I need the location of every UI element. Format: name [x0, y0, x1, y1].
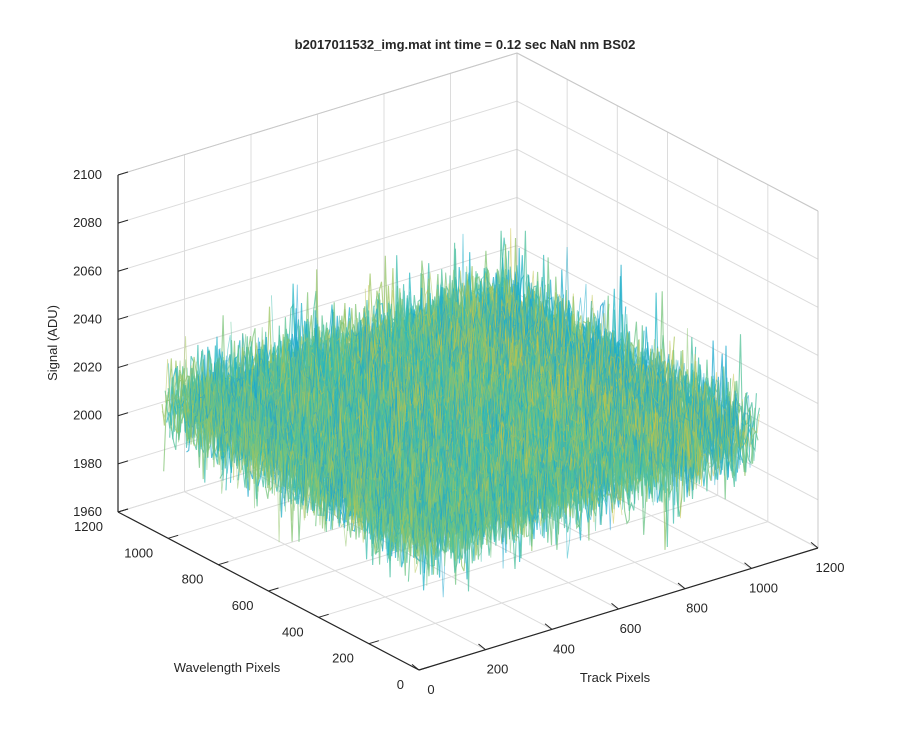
y-tick-mark: [368, 640, 379, 645]
y-tick-label: 0: [397, 677, 404, 692]
x-tick-label: 600: [620, 621, 642, 636]
x-axis-label: Track Pixels: [580, 670, 651, 685]
y-tick-label: 1000: [124, 545, 153, 560]
box-edge: [516, 52, 819, 212]
tick-labels: 0 200 400 600 800 1000 1200 0 200 400 600 800 1000 12…: [73, 167, 844, 697]
back-wall-grid-z: [117, 100, 518, 224]
x-tick-label: 200: [487, 662, 509, 677]
x-tick-mark: [677, 582, 686, 590]
x-tick-label: 0: [427, 682, 434, 697]
z-tick-mark: [117, 219, 129, 224]
box-edge: [117, 52, 518, 176]
x-tick-mark: [478, 643, 486, 651]
x-tick-mark: [611, 603, 619, 610]
y-tick-mark: [168, 534, 179, 539]
side-wall-grid-z: [516, 100, 819, 260]
surface-trace: [502, 270, 760, 462]
back-wall-grid-z: [117, 148, 518, 272]
y-tick-mark: [218, 561, 229, 566]
z-axis-label: Signal (ADU): [45, 305, 60, 381]
z-tick-mark: [117, 412, 129, 417]
z-tick-mark: [117, 315, 129, 320]
x-tick-mark: [810, 542, 819, 549]
z-tick-mark: [117, 508, 129, 513]
x-tick-label: 800: [686, 601, 708, 616]
x-tick-mark: [411, 664, 420, 671]
back-wall-grid-z: [117, 196, 518, 320]
z-tick-mark: [117, 460, 129, 465]
z-tick-label: 2020: [73, 360, 102, 375]
z-tick-label: 2060: [73, 263, 102, 278]
y-tick-label: 600: [232, 598, 254, 613]
y-tick-label: 200: [332, 651, 354, 666]
surface-mesh: [161, 228, 761, 598]
z-tick-mark: [117, 364, 129, 369]
x-tick-label: 400: [553, 641, 575, 656]
x-tick-label: 1200: [816, 560, 845, 575]
z-tick-label: 2040: [73, 311, 102, 326]
z-tick-label: 1980: [73, 456, 102, 471]
y-tick-label: 400: [282, 624, 304, 639]
z-tick-mark: [117, 171, 129, 176]
x-tick-mark: [744, 562, 752, 569]
y-tick-mark: [418, 666, 430, 671]
side-wall-grid-z: [516, 245, 819, 405]
y-tick-label: 800: [182, 572, 204, 587]
y-tick-label: 1200: [74, 519, 103, 534]
z-tick-label: 2100: [73, 167, 102, 182]
z-tick-label: 2000: [73, 408, 102, 423]
y-tick-mark: [268, 587, 279, 592]
z-tick-mark: [117, 267, 129, 272]
x-tick-mark: [544, 623, 553, 630]
chart-title: b2017011532_img.mat int time = 0.12 sec …: [295, 37, 636, 52]
z-tick-label: 2080: [73, 215, 102, 230]
z-tick-label: 1960: [73, 504, 102, 519]
y-axis-label: Wavelength Pixels: [174, 660, 281, 675]
floor-grid-y: [368, 521, 768, 645]
side-wall-grid-z: [516, 148, 819, 308]
x-tick-label: 1000: [749, 580, 778, 595]
side-wall-grid-z: [516, 196, 819, 356]
y-tick-mark: [318, 613, 329, 618]
floor-grid-y: [318, 494, 718, 618]
tick-marks: [117, 171, 819, 671]
